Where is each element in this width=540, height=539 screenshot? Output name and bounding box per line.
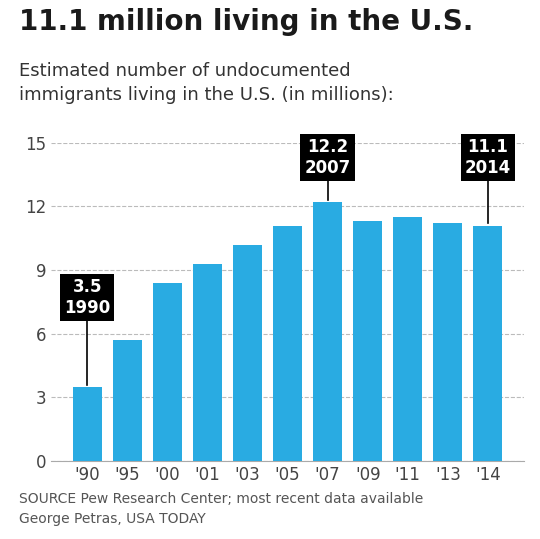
Text: 3.5
1990: 3.5 1990 [64,278,110,317]
Text: 12.2
2007: 12.2 2007 [305,138,351,177]
Bar [313,202,342,461]
Text: 11.1
2014: 11.1 2014 [465,138,511,177]
Bar [434,223,462,461]
Bar [474,225,502,461]
Bar [393,217,422,461]
Bar [73,386,102,461]
Text: SOURCE Pew Research Center; most recent data available
George Petras, USA TODAY: SOURCE Pew Research Center; most recent … [19,492,423,526]
Bar [193,264,222,461]
Text: 11.1 million living in the U.S.: 11.1 million living in the U.S. [19,8,473,36]
Bar [153,283,182,461]
Bar [113,340,141,461]
Bar [233,245,262,461]
Bar [273,225,302,461]
Bar [353,222,382,461]
Text: Estimated number of undocumented
immigrants living in the U.S. (in millions):: Estimated number of undocumented immigra… [19,62,394,104]
